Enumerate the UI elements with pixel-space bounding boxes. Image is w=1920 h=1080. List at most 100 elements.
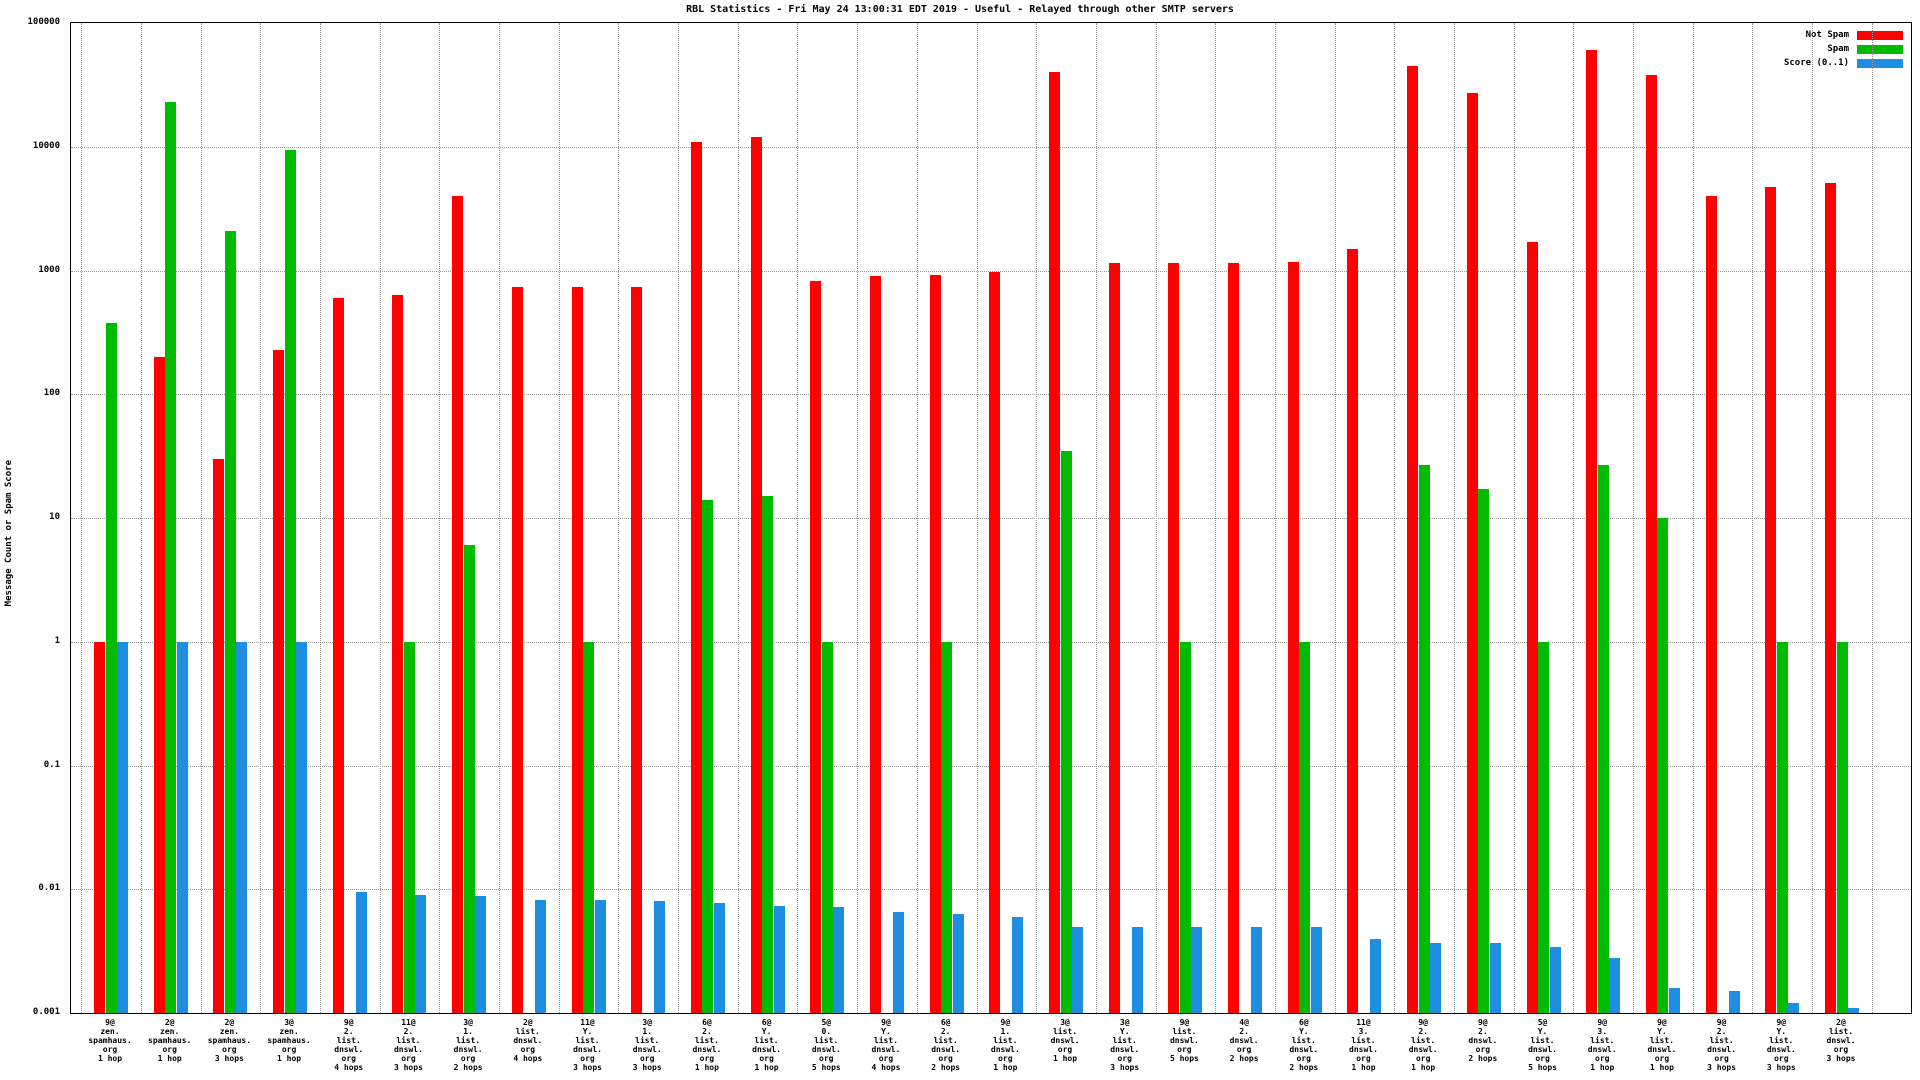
bar-spam: [284, 150, 296, 1013]
x-category-label: 9@ Y. list. dnswl. org 1 hop: [1647, 1018, 1677, 1072]
v-gridline: [618, 23, 620, 1013]
bar-score: [1370, 938, 1382, 1013]
bar-score: [415, 894, 427, 1013]
bar-score: [1310, 926, 1322, 1013]
bar-not-spam: [1466, 93, 1478, 1013]
bar-score: [1191, 926, 1203, 1013]
bar-spam: [105, 322, 117, 1013]
v-gridline: [498, 23, 500, 1013]
x-category-label: 11@ 3. list. dnswl. org 1 hop: [1349, 1018, 1378, 1072]
x-category-label: 6@ 2. list. dnswl. org 2 hops: [931, 1018, 961, 1072]
bar-score: [355, 892, 367, 1013]
v-gridline: [1215, 23, 1217, 1013]
y-tick-label: 100000: [27, 17, 60, 27]
bar-spam: [1836, 641, 1848, 1013]
v-gridline: [1692, 23, 1694, 1013]
v-gridline: [319, 23, 321, 1013]
v-gridline: [1095, 23, 1097, 1013]
bar-not-spam: [690, 141, 702, 1013]
bar-not-spam: [1407, 65, 1419, 1013]
bar-not-spam: [631, 286, 643, 1013]
bar-not-spam: [452, 196, 464, 1013]
score-swatch-icon: [1857, 58, 1903, 68]
x-category-label: 9@ 2. list. dnswl. org 3 hops: [1707, 1018, 1737, 1072]
y-tick-label: 100: [43, 388, 60, 399]
v-gridline: [976, 23, 978, 1013]
bar-spam: [1299, 641, 1311, 1013]
bar-spam: [1478, 489, 1490, 1013]
legend: Not Spam Spam Score (0..1): [1784, 28, 1903, 70]
v-gridline: [1334, 23, 1336, 1013]
bar-score: [892, 911, 904, 1013]
v-gridline: [200, 23, 202, 1013]
v-gridline: [1274, 23, 1276, 1013]
bar-not-spam: [392, 294, 404, 1013]
x-category-label: 5@ Y. list. dnswl. org 5 hops: [1528, 1018, 1557, 1072]
bar-spam: [165, 102, 177, 1013]
x-category-label: 2@ list. dnswl. org 3 hops: [1826, 1018, 1856, 1063]
bar-not-spam: [810, 280, 822, 1013]
legend-entry-not-spam: Not Spam: [1784, 28, 1903, 42]
legend-label-not-spam: Not Spam: [1805, 30, 1849, 40]
bar-spam: [702, 499, 714, 1013]
y-tick-label: 10: [49, 512, 60, 522]
bar-not-spam: [1049, 72, 1061, 1013]
v-gridline: [678, 23, 680, 1013]
spam-swatch-icon: [1857, 44, 1903, 54]
x-category-label: 3@ Y. list. dnswl. org 3 hops: [1110, 1018, 1140, 1072]
bar-score: [1609, 957, 1621, 1013]
bar-score: [1668, 987, 1680, 1013]
bar-not-spam: [1228, 263, 1240, 1013]
y-tick-label: 1: [54, 635, 60, 646]
x-category-label: 3@ 1. list. dnswl. org 2 hops: [453, 1018, 483, 1072]
bar-not-spam: [750, 136, 762, 1013]
bar-spam: [463, 545, 475, 1013]
bar-not-spam: [273, 349, 285, 1013]
bar-score: [1728, 991, 1740, 1013]
x-category-label: 2@ zen. spamhaus. org 1 hop: [148, 1018, 192, 1063]
bar-spam: [1538, 641, 1550, 1013]
v-gridline: [81, 23, 83, 1013]
bar-score: [594, 899, 606, 1013]
bar-not-spam: [1168, 263, 1180, 1013]
bar-score: [773, 906, 785, 1013]
bar-score: [952, 914, 964, 1013]
x-category-label: 2@ list. dnswl. org 4 hops: [513, 1018, 543, 1063]
x-category-label: 11@ Y. list. dnswl. org 3 hops: [573, 1018, 602, 1072]
bar-score: [1489, 942, 1501, 1013]
bar-not-spam: [1765, 187, 1777, 1013]
y-tick-label: 0.1: [43, 759, 60, 770]
legend-entry-spam: Spam: [1784, 42, 1903, 56]
bar-spam: [941, 641, 953, 1013]
bar-not-spam: [989, 271, 1001, 1013]
bar-not-spam: [1526, 241, 1538, 1013]
x-category-label: 9@ 2. dnswl. org 2 hops: [1468, 1018, 1498, 1063]
plot-area: Not Spam Spam Score (0..1): [70, 22, 1912, 1014]
bar-score: [1549, 947, 1561, 1013]
v-gridline: [1155, 23, 1157, 1013]
not-spam-swatch-icon: [1857, 30, 1903, 40]
y-tick-label: 0.001: [32, 1007, 60, 1017]
bar-spam: [821, 641, 833, 1013]
bar-spam: [583, 641, 595, 1013]
bar-not-spam: [1705, 196, 1717, 1013]
bar-score: [1251, 926, 1263, 1013]
legend-label-score: Score (0..1): [1783, 58, 1849, 68]
v-gridline: [857, 23, 859, 1013]
y-axis: 100000 10000 1000 100 10 1 0.1 0.01 0.001: [0, 17, 64, 1017]
x-category-label: 6@ Y. list. dnswl. org 1 hop: [752, 1018, 782, 1072]
bar-score: [475, 896, 487, 1013]
bar-spam: [224, 230, 236, 1013]
x-category-label: 9@ 1. list. dnswl. org 1 hop: [990, 1018, 1020, 1072]
bar-not-spam: [1287, 261, 1299, 1013]
bar-not-spam: [332, 297, 344, 1013]
x-category-label: 3@ list. dnswl. org 1 hop: [1050, 1018, 1080, 1063]
v-gridline: [1036, 23, 1038, 1013]
bar-spam: [1179, 641, 1191, 1013]
v-gridline: [558, 23, 560, 1013]
bar-not-spam: [153, 357, 165, 1013]
bar-not-spam: [571, 287, 583, 1013]
bar-not-spam: [929, 274, 941, 1013]
legend-label-spam: Spam: [1827, 44, 1849, 54]
bar-score: [176, 641, 188, 1013]
